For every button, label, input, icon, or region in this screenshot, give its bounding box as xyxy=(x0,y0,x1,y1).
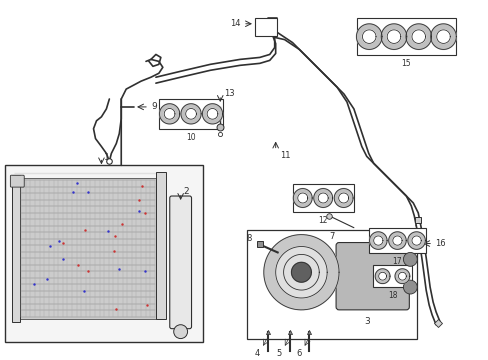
Bar xyxy=(356,18,455,55)
Bar xyxy=(12,175,20,322)
Text: 9: 9 xyxy=(151,102,156,111)
Text: 18: 18 xyxy=(387,291,396,300)
Bar xyxy=(368,228,425,253)
Bar xyxy=(5,165,203,342)
Polygon shape xyxy=(356,24,381,49)
Polygon shape xyxy=(283,255,319,290)
Polygon shape xyxy=(388,232,406,249)
Polygon shape xyxy=(436,30,449,44)
Circle shape xyxy=(403,280,416,294)
Polygon shape xyxy=(293,189,311,207)
Polygon shape xyxy=(386,30,400,44)
Polygon shape xyxy=(275,247,326,298)
Text: 17: 17 xyxy=(392,257,402,266)
Polygon shape xyxy=(398,272,406,280)
Text: 14: 14 xyxy=(230,19,241,28)
Polygon shape xyxy=(430,24,455,49)
Polygon shape xyxy=(202,104,222,124)
Text: 11: 11 xyxy=(279,152,289,161)
Polygon shape xyxy=(159,104,179,124)
Polygon shape xyxy=(185,108,196,119)
Text: 10: 10 xyxy=(186,132,196,141)
Polygon shape xyxy=(373,236,382,245)
Text: 16: 16 xyxy=(434,239,445,248)
Polygon shape xyxy=(297,193,307,203)
FancyBboxPatch shape xyxy=(335,243,408,310)
Polygon shape xyxy=(318,193,327,203)
Polygon shape xyxy=(405,24,430,49)
Polygon shape xyxy=(362,30,375,44)
Text: 7: 7 xyxy=(328,231,334,240)
Circle shape xyxy=(173,325,187,338)
Polygon shape xyxy=(411,236,420,245)
Polygon shape xyxy=(181,104,201,124)
Text: 2: 2 xyxy=(183,186,189,195)
Polygon shape xyxy=(20,178,156,319)
Text: 4: 4 xyxy=(254,350,259,359)
Polygon shape xyxy=(369,232,386,249)
Polygon shape xyxy=(394,269,409,284)
Bar xyxy=(159,99,223,129)
Bar xyxy=(156,172,165,319)
Text: 6: 6 xyxy=(295,350,301,359)
Polygon shape xyxy=(207,108,217,119)
Text: 12: 12 xyxy=(318,216,327,225)
FancyBboxPatch shape xyxy=(169,196,191,329)
Polygon shape xyxy=(378,272,386,280)
Polygon shape xyxy=(264,235,338,310)
Polygon shape xyxy=(313,189,332,207)
Circle shape xyxy=(403,252,416,266)
Bar xyxy=(254,18,276,36)
Polygon shape xyxy=(334,189,352,207)
Polygon shape xyxy=(164,108,175,119)
Bar xyxy=(372,265,411,287)
Polygon shape xyxy=(381,24,406,49)
Text: 5: 5 xyxy=(276,350,281,359)
Bar xyxy=(246,230,416,338)
Text: 1: 1 xyxy=(104,153,110,162)
Polygon shape xyxy=(411,30,425,44)
Polygon shape xyxy=(291,262,311,282)
Polygon shape xyxy=(374,269,389,284)
Text: 15: 15 xyxy=(401,59,410,68)
Text: 3: 3 xyxy=(363,317,369,326)
Bar xyxy=(292,184,353,212)
Text: 8: 8 xyxy=(246,234,251,243)
Polygon shape xyxy=(338,193,348,203)
Polygon shape xyxy=(392,236,401,245)
Polygon shape xyxy=(407,232,425,249)
FancyBboxPatch shape xyxy=(10,175,24,187)
Text: 13: 13 xyxy=(224,89,234,98)
